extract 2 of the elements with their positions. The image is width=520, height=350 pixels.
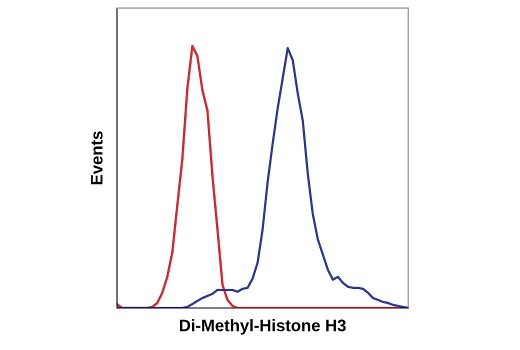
y-axis-title: Events [90,131,103,184]
x-axis-title: Di-Methyl-Histone H3 [180,319,346,335]
